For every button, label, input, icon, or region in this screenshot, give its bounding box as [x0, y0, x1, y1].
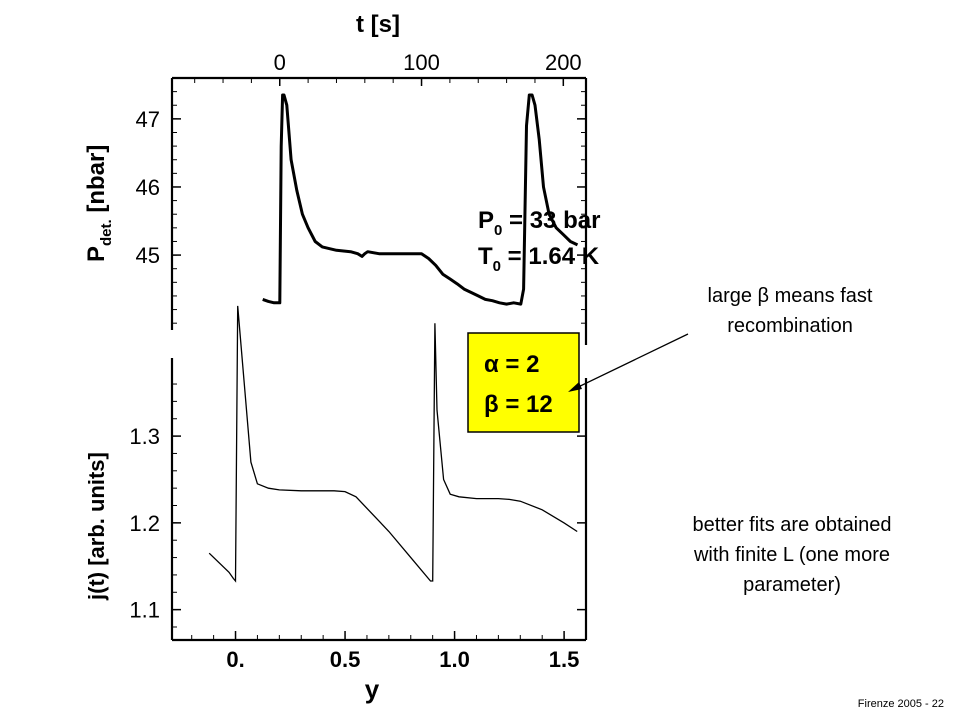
parameter-box-line: α = 2 — [484, 351, 539, 378]
bottom-y-label: j(t) [arb. units] — [84, 452, 109, 601]
bottom-x-tick-label: 0.5 — [330, 647, 361, 672]
bottom-x-tick-label: 1.0 — [439, 647, 470, 672]
pointer-arrow — [568, 333, 689, 392]
top-panel: t [s] 0 100 200 45 46 47 Pdet. [nbar] P0 = 33 ba… — [83, 11, 600, 324]
bottom-data-line — [208, 305, 578, 583]
top-y-label: Pdet. [nbar] — [83, 145, 115, 262]
bottom-x-tick-label: 0. — [226, 647, 244, 672]
top-x-tick-label: 100 — [403, 50, 440, 75]
bottom-y-tick-label: 1.3 — [129, 424, 160, 449]
top-x-label: t [s] — [356, 11, 400, 38]
top-data-line — [262, 93, 579, 306]
parameter-box-line: β = 12 — [484, 391, 553, 418]
top-y-tick-label: 45 — [136, 243, 160, 268]
bottom-x-tick-label: 1.5 — [549, 647, 580, 672]
top-x-tick-label: 0 — [274, 50, 286, 75]
bottom-y-tick-label: 1.2 — [129, 511, 160, 536]
top-annotation: T0 = 1.64 K — [478, 243, 600, 275]
note-large-beta: large β means fast recombination — [707, 285, 873, 337]
top-y-tick-label: 46 — [136, 175, 160, 200]
top-annotation: P0 = 33 bar — [478, 207, 600, 239]
slide-footer: Firenze 2005 - 22 — [857, 698, 944, 710]
note-better-fits: better fits are obtained with finite L (… — [692, 514, 892, 596]
bottom-x-label: y — [365, 674, 380, 704]
plot-frames — [170, 76, 588, 642]
top-y-tick-label: 47 — [136, 107, 160, 132]
top-x-tick-label: 200 — [545, 50, 582, 75]
parameter-box — [467, 332, 580, 433]
bottom-y-tick-label: 1.1 — [129, 598, 160, 623]
bottom-panel: 0. 0.5 1.0 1.5 y 1.1 1.2 1.3 j(t) [arb. units] α … — [84, 305, 586, 704]
